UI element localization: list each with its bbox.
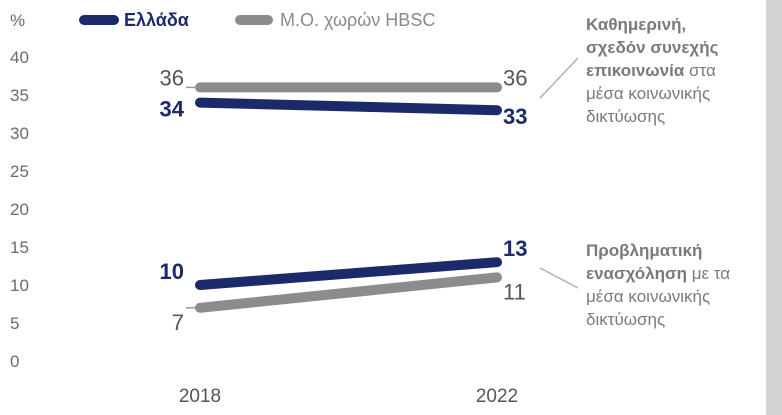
data-label-greece: 10 <box>160 259 184 284</box>
annotation-regular-text: δικτύωσης <box>586 310 665 329</box>
data-label-greece: 13 <box>503 236 527 261</box>
annotation-line: μέσα κοινωνικής <box>586 84 710 103</box>
y-tick-label: 35 <box>10 86 29 105</box>
annotation-regular-text: μέσα κοινωνικής <box>586 84 710 103</box>
annotation-line: μέσα κοινωνικής <box>586 287 710 306</box>
y-tick-label: 0 <box>10 352 19 371</box>
annotation-line: ενασχόληση με τα <box>586 264 730 283</box>
y-tick-label: 25 <box>10 162 29 181</box>
y-tick-label: 40 <box>10 48 29 67</box>
annotation-bold-text: σχεδόν συνεχής <box>586 38 719 57</box>
annotation-regular-text: με τα <box>687 264 730 283</box>
x-tick-label: 2022 <box>476 386 518 407</box>
annotation-regular-text: στα <box>684 61 716 80</box>
legend-label-greece: Ελλάδα <box>124 10 189 30</box>
annotation-line: Καθημερινή, <box>586 15 686 34</box>
annotation-leader-line <box>539 57 579 99</box>
y-tick-label: 20 <box>10 200 29 219</box>
y-axis-label: % <box>10 11 25 30</box>
data-label-greece: 33 <box>503 104 527 129</box>
data-label-average: 7 <box>172 310 184 335</box>
y-tick-label: 10 <box>10 276 29 295</box>
annotation-line: σχεδόν συνεχής <box>586 38 719 57</box>
data-label-greece: 34 <box>160 97 185 122</box>
annotation-bold-text: επικοινωνία <box>586 61 685 80</box>
annotation-line: δικτύωσης <box>586 310 665 329</box>
annotation-line: επικοινωνία στα <box>586 61 716 80</box>
series-line-greece <box>195 97 502 116</box>
annotation-bold-text: Προβληματική <box>586 241 702 260</box>
right-edge-strip <box>766 0 782 415</box>
annotation-regular-text: δικτύωσης <box>586 107 665 126</box>
series-line-average <box>195 272 502 313</box>
annotation-leader-line <box>539 267 579 289</box>
annotation-regular-text: μέσα κοινωνικής <box>586 287 710 306</box>
series-line-greece <box>195 257 502 290</box>
annotation-bold-text: Καθημερινή, <box>586 15 686 34</box>
data-label-average: 11 <box>503 279 526 304</box>
y-tick-label: 15 <box>10 238 29 257</box>
annotation-bold-text: ενασχόληση <box>586 264 687 283</box>
data-label-average: 36 <box>503 65 527 90</box>
data-label-average: 36 <box>160 65 184 90</box>
y-tick-label: 5 <box>10 314 19 333</box>
annotation-line: δικτύωσης <box>586 107 665 126</box>
y-tick-label: 30 <box>10 124 29 143</box>
legend-label-average: Μ.Ο. χωρών HBSC <box>280 10 435 30</box>
annotation-line: Προβληματική <box>586 241 702 260</box>
x-tick-label: 2018 <box>179 386 221 407</box>
